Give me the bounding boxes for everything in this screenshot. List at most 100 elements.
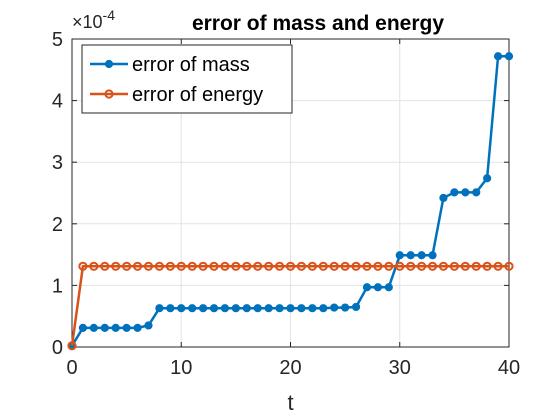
x-axis-label: t: [287, 390, 293, 415]
data-point: [406, 261, 416, 271]
x-tick-label: 10: [170, 357, 192, 379]
data-point: [493, 261, 503, 271]
data-point: [330, 303, 339, 312]
data-point: [286, 304, 295, 313]
data-point: [253, 304, 262, 313]
data-point: [318, 261, 328, 271]
data-point: [133, 323, 142, 333]
data-point: [132, 261, 143, 271]
data-point: [362, 283, 372, 292]
data-point: [253, 261, 263, 271]
data-point: [231, 261, 241, 271]
y-tick-label: 3: [52, 152, 63, 174]
data-point: [111, 261, 121, 271]
data-point: [144, 321, 153, 330]
data-point: [472, 188, 481, 197]
y-exponent-power: -4: [103, 7, 116, 23]
y-axis-exponent: ×10-4: [72, 7, 115, 32]
data-point: [89, 261, 99, 271]
data-point: [100, 323, 109, 333]
data-point: [341, 303, 350, 312]
data-point: [166, 304, 175, 313]
legend-box: [81, 44, 293, 114]
chart-title: error of mass and energy: [192, 12, 444, 35]
data-point: [450, 188, 459, 197]
data-point: [428, 251, 437, 260]
data-point: [395, 251, 404, 260]
data-point: [67, 341, 77, 351]
series-layer: [67, 52, 514, 351]
data-point: [362, 261, 372, 271]
series-0: [67, 52, 514, 350]
data-point: [308, 304, 317, 313]
legend-label: error of energy: [132, 84, 263, 106]
data-point: [460, 261, 470, 271]
legend: error of mass error of energy: [81, 44, 293, 114]
y-tick-label: 2: [52, 214, 63, 236]
data-point: [78, 261, 88, 271]
legend-marker: [104, 89, 114, 99]
data-point: [165, 261, 175, 271]
x-tick-label: 40: [498, 357, 520, 379]
data-point: [143, 261, 154, 271]
y-tick-label: 0: [52, 337, 63, 359]
data-point: [89, 323, 98, 333]
data-point: [483, 174, 492, 183]
data-point: [329, 261, 339, 271]
data-point: [351, 261, 361, 271]
y-tick-label: 5: [52, 29, 63, 51]
data-point: [242, 304, 251, 313]
data-point: [188, 304, 197, 313]
data-point: [417, 251, 426, 260]
series-1: [67, 261, 514, 351]
data-point: [198, 261, 208, 271]
y-tick-label: 4: [52, 91, 63, 113]
y-exponent-base: ×10: [72, 12, 103, 32]
data-point: [242, 261, 252, 271]
data-point: [395, 261, 405, 271]
data-point: [285, 261, 296, 271]
data-point: [155, 304, 164, 313]
data-point: [373, 261, 383, 271]
y-tick-label: 1: [52, 275, 63, 297]
data-point: [296, 261, 307, 271]
data-point: [417, 261, 427, 271]
data-point: [319, 304, 328, 313]
legend-marker: [104, 59, 114, 69]
data-point: [264, 261, 274, 271]
data-point: [177, 304, 186, 313]
data-point: [471, 261, 481, 271]
data-point: [209, 304, 219, 313]
data-point: [176, 261, 186, 271]
x-tick-labels: 0 10 20 30 40: [66, 357, 520, 379]
data-point: [122, 261, 132, 271]
data-point: [504, 261, 514, 271]
axes: [71, 38, 510, 348]
data-point: [100, 261, 110, 271]
data-point: [231, 304, 240, 313]
data-point: [406, 251, 415, 260]
data-point: [274, 261, 285, 271]
data-point: [187, 261, 197, 271]
y-tick-labels: 0 1 2 3 4 5: [52, 29, 63, 359]
data-point: [122, 323, 131, 333]
legend-item: error of energy: [90, 84, 263, 106]
data-point: [373, 283, 382, 292]
data-point: [493, 52, 503, 61]
data-point: [111, 323, 120, 333]
legend-item: error of mass: [90, 54, 250, 76]
data-point: [220, 304, 230, 313]
data-point: [78, 323, 88, 333]
data-point: [482, 261, 492, 271]
data-point: [340, 261, 350, 271]
data-point: [297, 304, 306, 313]
data-point: [384, 283, 393, 292]
x-tick-label: 30: [389, 357, 411, 379]
data-point: [351, 302, 361, 312]
data-point: [461, 188, 470, 197]
data-point: [199, 304, 208, 313]
x-tick-label: 20: [279, 357, 301, 379]
data-point: [264, 304, 273, 313]
data-point: [275, 304, 284, 313]
data-point: [439, 193, 448, 203]
